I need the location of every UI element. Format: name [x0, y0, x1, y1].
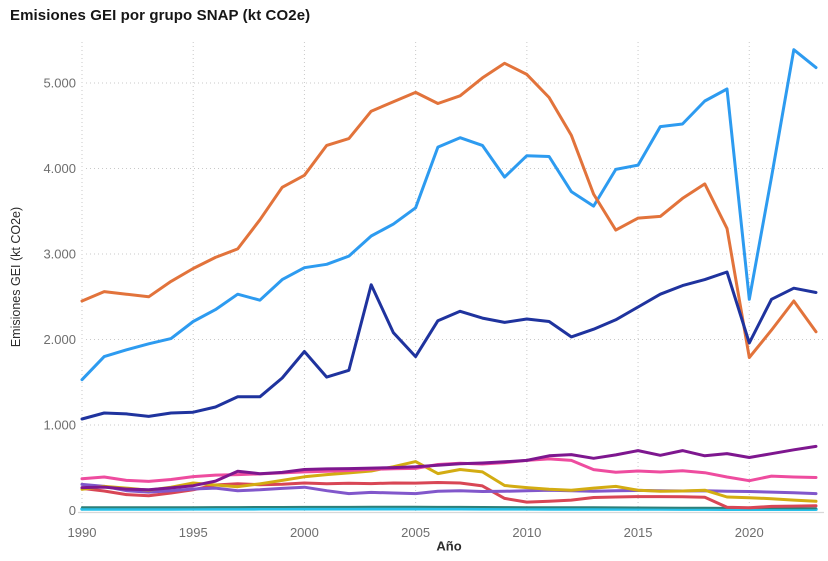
series-line-azul-claro — [80, 48, 818, 382]
x-tick-label: 2005 — [401, 525, 430, 540]
chart-title: Emisiones GEI por grupo SNAP (kt CO2e) — [10, 7, 311, 24]
x-tick-label: 2010 — [512, 525, 541, 540]
y-axis-title: Emisiones GEI (kt CO2e) — [9, 206, 23, 348]
y-tick-label: 5.000 — [43, 76, 76, 91]
y-tick-label: 3.000 — [43, 247, 76, 262]
x-axis-title: Año — [436, 538, 462, 554]
y-tick-label: 4.000 — [43, 161, 76, 176]
series-line-azul-marino — [80, 270, 818, 421]
y-tick-label: 0 — [69, 503, 76, 518]
x-tick-label: 1990 — [68, 525, 97, 540]
x-tick-label: 2000 — [290, 525, 319, 540]
x-tick-label: 1995 — [179, 525, 208, 540]
series-line-naranja — [80, 61, 818, 359]
x-tick-label: 2020 — [735, 525, 764, 540]
series-line-morado — [80, 444, 818, 492]
series-line-cian — [80, 507, 818, 512]
x-tick-label: 2015 — [624, 525, 653, 540]
y-tick-label: 1.000 — [43, 418, 76, 433]
y-tick-label: 2.000 — [43, 332, 76, 347]
series-line-verde-azulado — [81, 505, 817, 510]
